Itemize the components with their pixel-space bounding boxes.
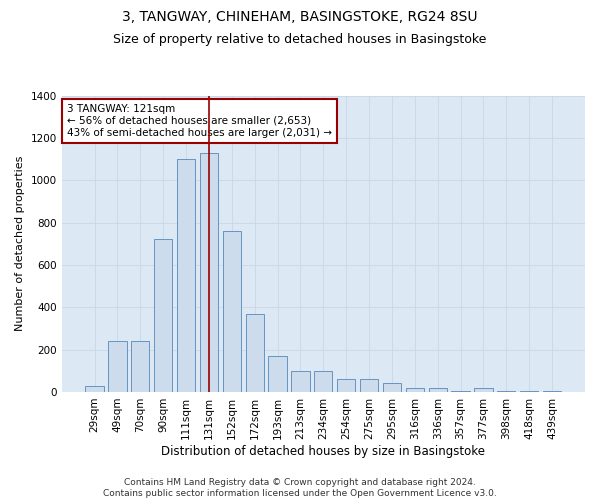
Bar bbox=[85, 386, 104, 392]
Bar bbox=[292, 371, 310, 392]
Bar bbox=[154, 240, 172, 392]
Bar bbox=[428, 388, 447, 392]
Y-axis label: Number of detached properties: Number of detached properties bbox=[15, 156, 25, 332]
Bar bbox=[223, 231, 241, 392]
Bar bbox=[109, 341, 127, 392]
Text: 3 TANGWAY: 121sqm
← 56% of detached houses are smaller (2,653)
43% of semi-detac: 3 TANGWAY: 121sqm ← 56% of detached hous… bbox=[67, 104, 332, 138]
Bar bbox=[337, 380, 355, 392]
Bar bbox=[177, 159, 195, 392]
Bar bbox=[406, 388, 424, 392]
Bar bbox=[200, 152, 218, 392]
Text: Contains HM Land Registry data © Crown copyright and database right 2024.
Contai: Contains HM Land Registry data © Crown c… bbox=[103, 478, 497, 498]
Bar bbox=[520, 391, 538, 392]
Bar bbox=[474, 388, 493, 392]
Bar bbox=[497, 391, 515, 392]
Bar bbox=[543, 391, 561, 392]
Bar bbox=[383, 384, 401, 392]
Text: Size of property relative to detached houses in Basingstoke: Size of property relative to detached ho… bbox=[113, 32, 487, 46]
Bar bbox=[245, 314, 264, 392]
Text: 3, TANGWAY, CHINEHAM, BASINGSTOKE, RG24 8SU: 3, TANGWAY, CHINEHAM, BASINGSTOKE, RG24 … bbox=[122, 10, 478, 24]
Bar bbox=[314, 371, 332, 392]
Bar bbox=[131, 341, 149, 392]
Bar bbox=[268, 356, 287, 392]
Bar bbox=[451, 391, 470, 392]
X-axis label: Distribution of detached houses by size in Basingstoke: Distribution of detached houses by size … bbox=[161, 444, 485, 458]
Bar bbox=[360, 380, 378, 392]
